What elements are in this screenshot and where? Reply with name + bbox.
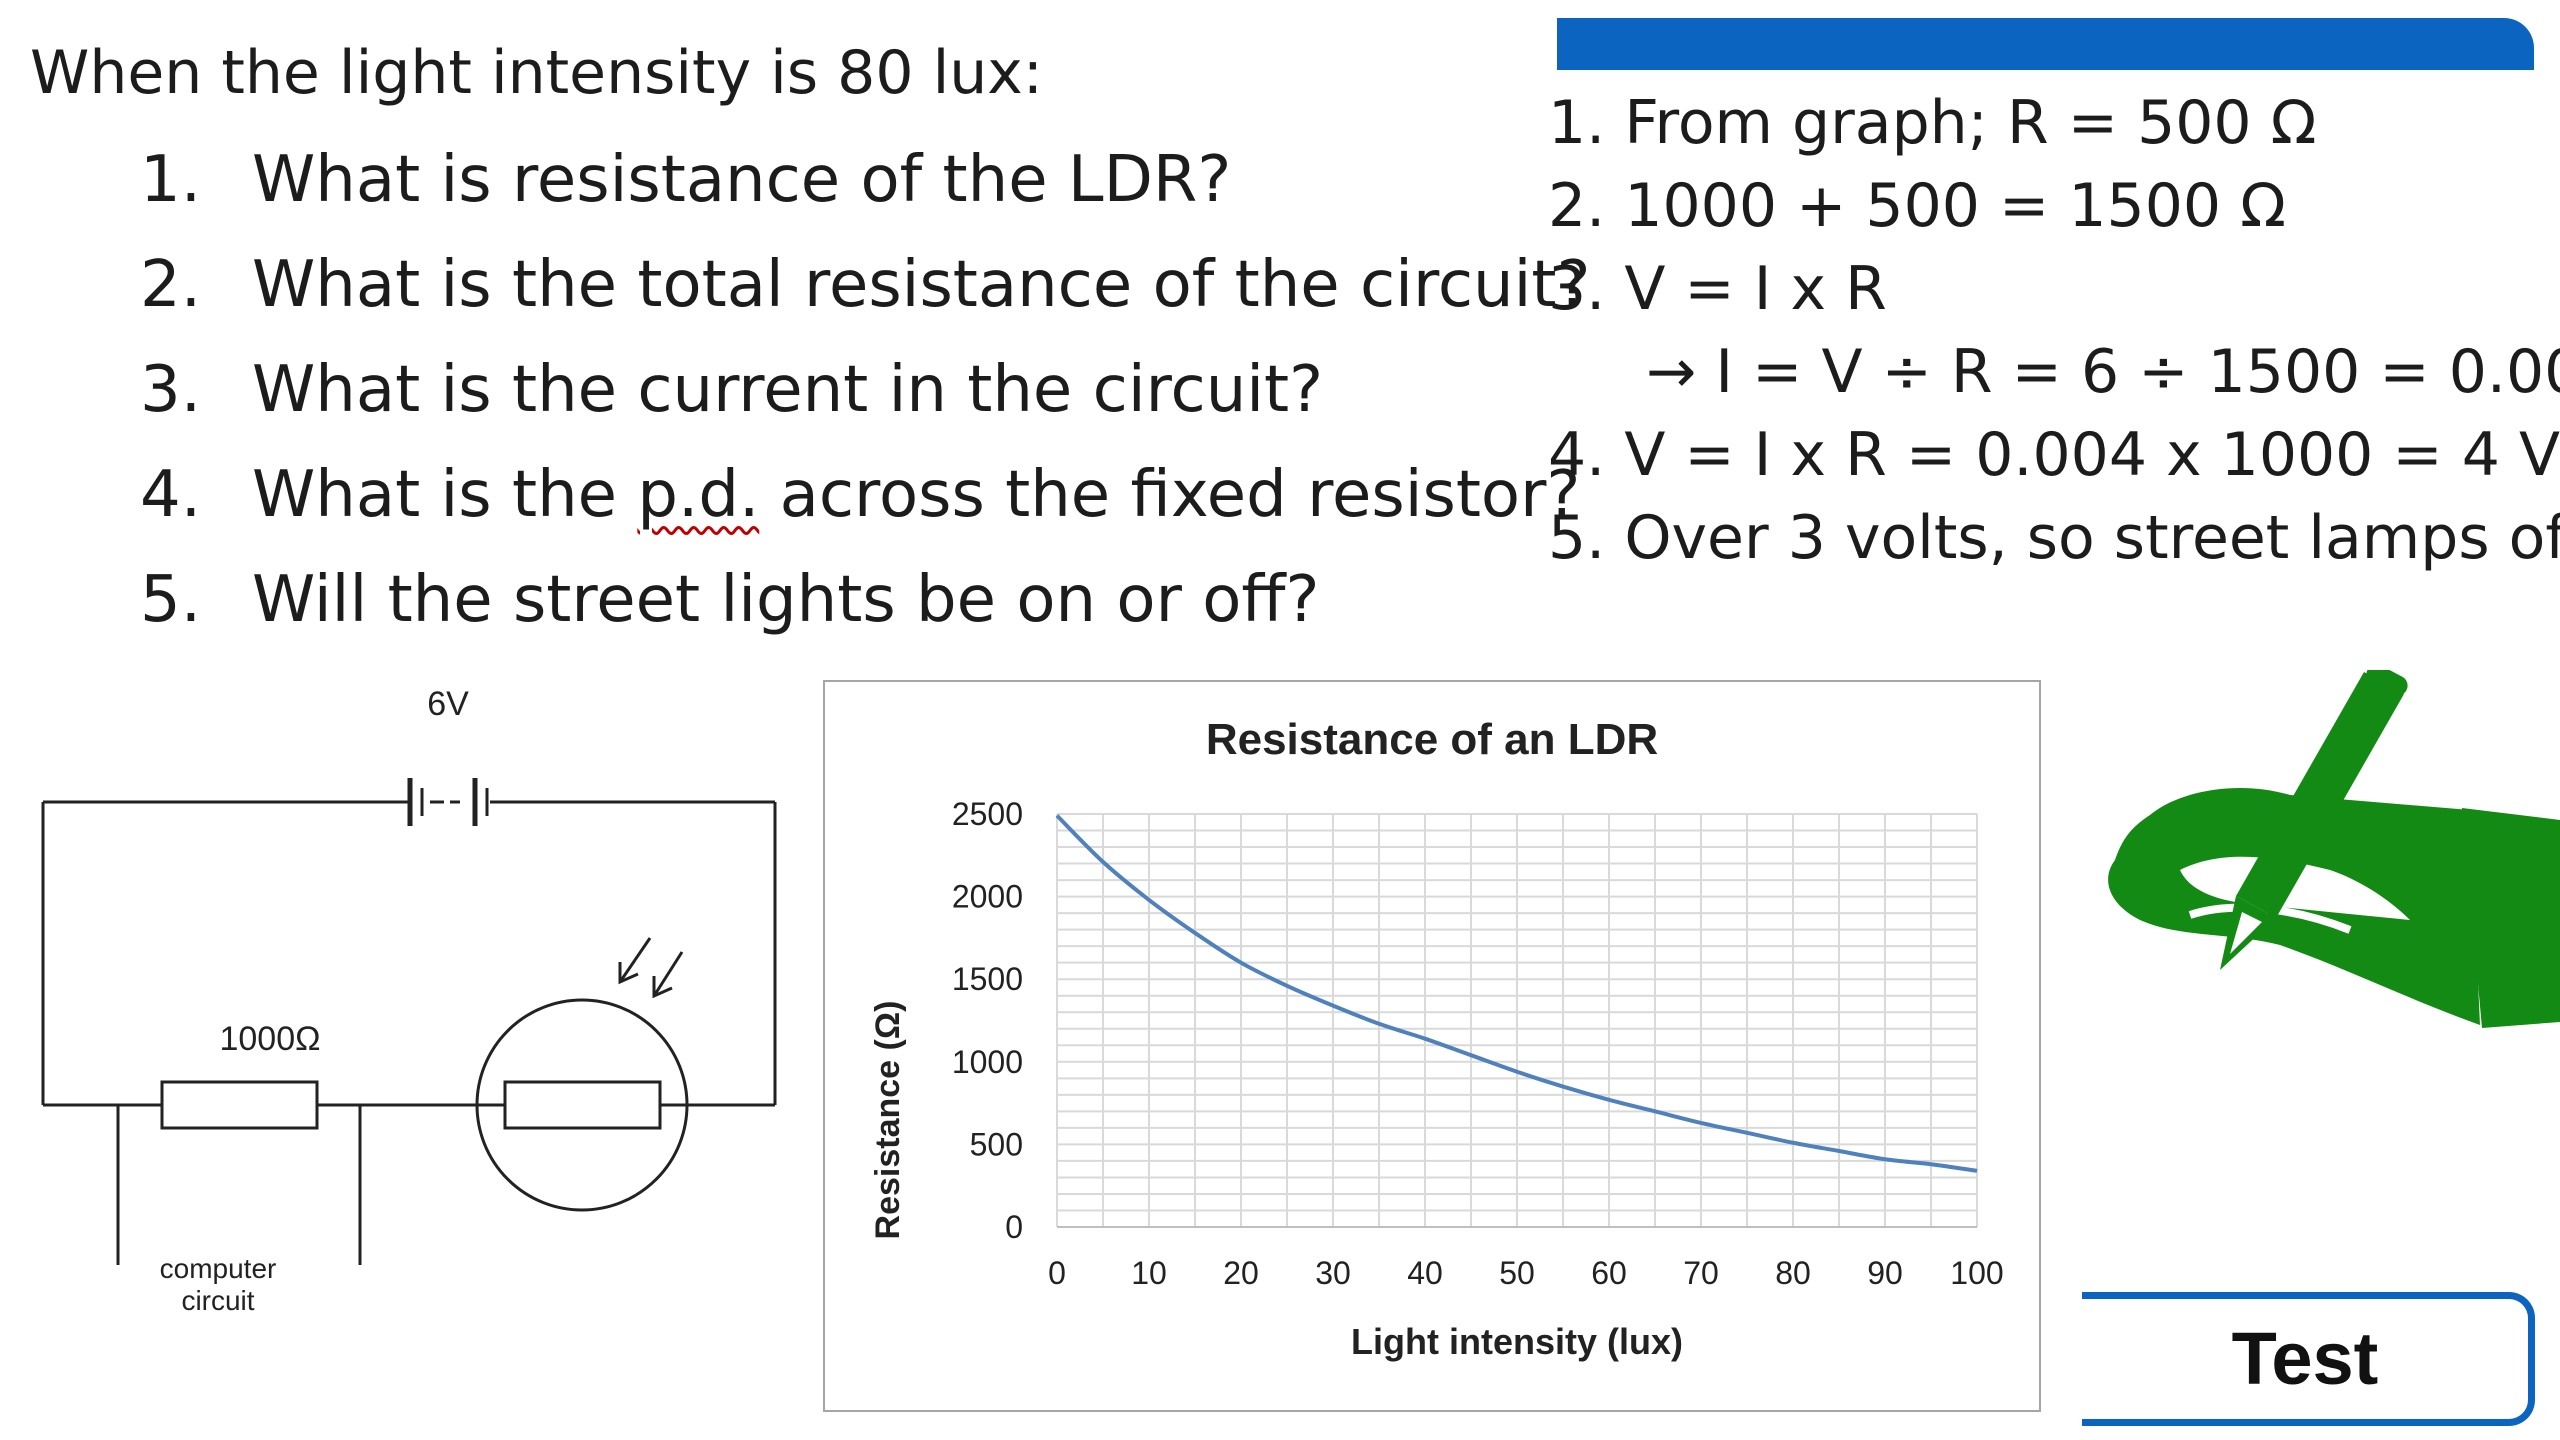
question-intro: When the light intensity is 80 lux: (30, 38, 1043, 108)
hand-writing-icon (2108, 670, 2560, 1028)
question-item: 3. What is the current in the circuit? (140, 340, 1540, 445)
chart-x-tick-label: 80 (1775, 1255, 1811, 1291)
chart-x-tick-label: 20 (1223, 1255, 1259, 1291)
answer-list: 1. From graph; R = 500 Ω 2. 1000 + 500 =… (1548, 82, 2560, 580)
chart-y-tick-label: 500 (970, 1126, 1023, 1162)
chart-x-tick-label: 50 (1499, 1255, 1535, 1291)
question-item: 1. What is resistance of the LDR? (140, 130, 1540, 235)
battery-icon (407, 778, 489, 826)
chart-x-tick-label: 0 (1048, 1255, 1066, 1291)
question-number: 4. (140, 458, 202, 532)
question-text: Will the street lights be on or off? (252, 563, 1320, 637)
chart-x-tick-label: 70 (1683, 1255, 1719, 1291)
chart-y-tick-label: 1000 (952, 1044, 1023, 1080)
resistor-label: 1000Ω (219, 1020, 320, 1058)
ldr-chart: Resistance of an LDR Resistance (Ω) Ligh… (869, 715, 2004, 1362)
answer-item: 5. Over 3 volts, so street lamps off. (1548, 503, 2560, 573)
question-text: What is the total resistance of the circ… (252, 248, 1591, 322)
pencil-tip-highlight (2230, 912, 2262, 954)
ldr-icon (475, 998, 689, 1212)
chart-ticks: 0 10 20 30 40 50 60 70 80 90 100050010001500200025… (952, 796, 2004, 1291)
chart-y-tick-label: 1500 (952, 961, 1023, 997)
question-number: 2. (140, 248, 202, 322)
test-button-label: Test (2231, 1317, 2379, 1400)
chart-y-tick-label: 2500 (952, 796, 1023, 832)
chart-title: Resistance of an LDR (1206, 715, 1658, 764)
question-text: What is the p.d. across the fixed resist… (252, 458, 1581, 532)
palm-highlight (2180, 856, 2410, 920)
answer-item: 2. 1000 + 500 = 1500 Ω (1548, 171, 2286, 241)
answer-item: → I = V ÷ R = 6 ÷ 1500 = 0.004 A (1646, 337, 2560, 407)
chart-x-axis-label: Light intensity (lux) (1351, 1321, 1683, 1362)
chart-x-tick-label: 90 (1867, 1255, 1903, 1291)
question-number: 1. (140, 143, 202, 217)
chart-x-tick-label: 10 (1131, 1255, 1167, 1291)
pencil-body (2236, 672, 2404, 918)
question-number: 3. (140, 353, 202, 427)
chart-y-tick-label: 2000 (952, 879, 1023, 915)
pencil-cap (2366, 670, 2408, 696)
question-item: 5. Will the street lights be on or off? (140, 550, 1540, 655)
fixed-resistor-icon (160, 1080, 319, 1130)
test-button[interactable]: Test (2082, 1292, 2535, 1426)
answer-header-bar (1557, 18, 2534, 70)
chart-y-tick-label: 0 (1005, 1209, 1023, 1245)
chart-grid (1056, 813, 1978, 1228)
chart-y-axis-label: Resistance (Ω) (869, 1001, 907, 1240)
chart-frame: Resistance of an LDR Resistance (Ω) Ligh… (823, 680, 2041, 1412)
answer-item: 3. V = I x R (1548, 254, 1887, 324)
question-text: What is resistance of the LDR? (252, 143, 1232, 217)
answer-item: 1. From graph; R = 500 Ω (1548, 88, 2317, 158)
computer-label: circuit (181, 1285, 254, 1316)
question-number: 5. (140, 563, 202, 637)
light-arrows-icon (618, 937, 684, 999)
question-item: 2. What is the total resistance of the c… (140, 235, 1590, 340)
chart-x-tick-label: 100 (1950, 1255, 2003, 1291)
question-list: 1. What is resistance of the LDR? 2. Wha… (140, 130, 1590, 655)
spellcheck-underline: p.d. (637, 458, 760, 532)
chart-x-tick-label: 60 (1591, 1255, 1627, 1291)
battery-label: 6V (427, 685, 469, 723)
answer-item: 4. V = I x R = 0.004 x 1000 = 4 V (1548, 420, 2560, 490)
chart-series (1055, 814, 1978, 1173)
circuit-diagram: 6V 1000Ω computer circuit (41, 685, 777, 1316)
question-item: 4. What is the p.d. across the fixed res… (140, 445, 1580, 550)
chart-series-line (1055, 814, 1978, 1173)
chart-x-tick-label: 40 (1407, 1255, 1443, 1291)
chart-x-tick-label: 30 (1315, 1255, 1351, 1291)
question-text: What is the current in the circuit? (252, 353, 1324, 427)
cuff-shape (2462, 808, 2560, 1028)
computer-label: computer (160, 1253, 277, 1284)
